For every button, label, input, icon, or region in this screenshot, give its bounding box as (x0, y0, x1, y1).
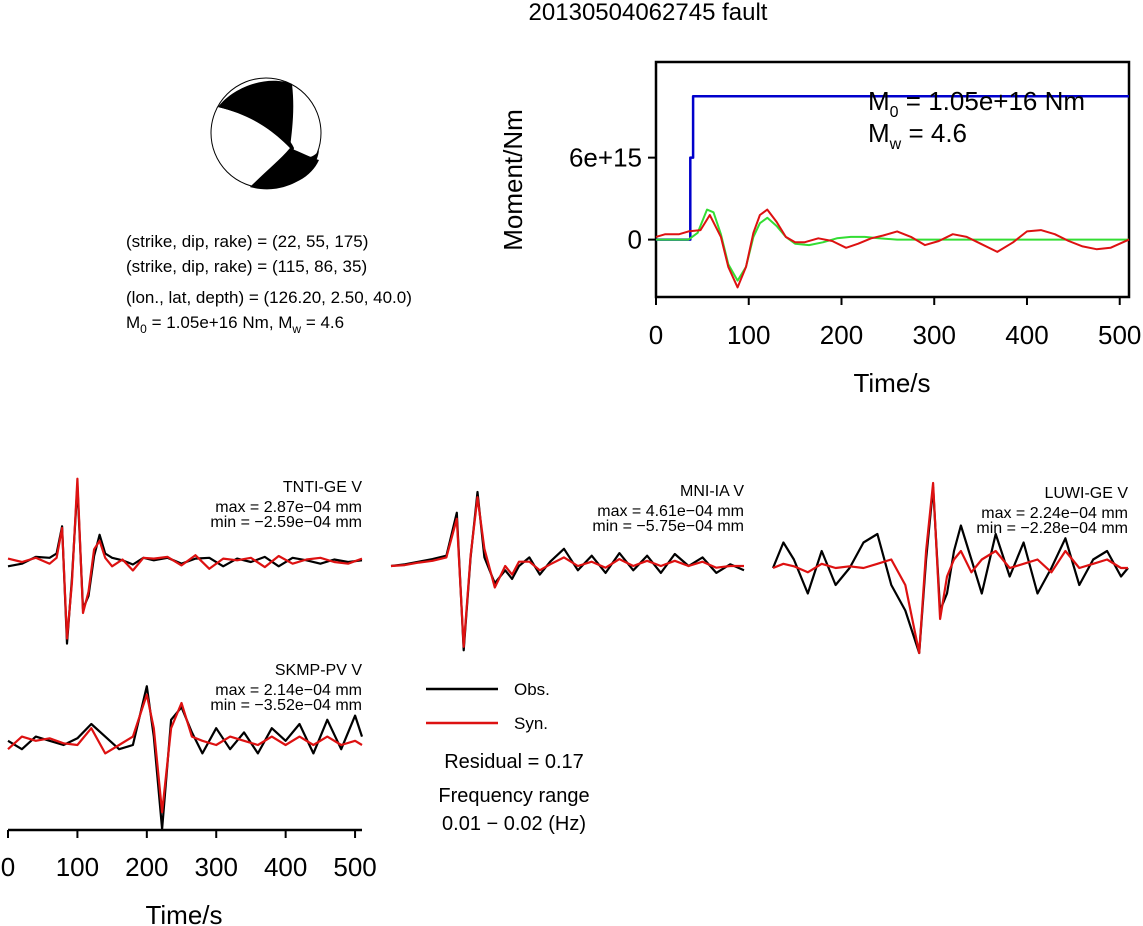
station-name: MNI-IA V (680, 483, 744, 500)
waveform-legend: Obs. Syn. Residual = 0.17 Frequency rang… (426, 680, 590, 835)
station-min: min = −3.52e−04 mm (210, 697, 362, 714)
waveform-x-tick-label: 0 (1, 852, 15, 882)
station-min: min = −5.75e−04 mm (592, 518, 744, 535)
tnti-synthetic-trace (7, 477, 363, 640)
location-text: (lon., lat, depth) = (126.20, 2.50, 40.0… (126, 288, 412, 307)
moment-x-tick-label: 500 (1098, 320, 1141, 350)
legend-syn-label: Syn. (514, 714, 548, 733)
moment-axes: 0 100 200 300 400 500 0 6e+15 (569, 143, 1141, 350)
station-min: min = −2.59e−04 mm (210, 514, 362, 531)
legend-obs-label: Obs. (514, 680, 550, 699)
moment-x-tick-label: 0 (649, 320, 663, 350)
skmp-synthetic-trace (7, 693, 363, 814)
moment-y-axis-label: Moment/Nm (498, 109, 528, 251)
moment-x-tick-label: 100 (727, 320, 770, 350)
moment-magnitude-text: M0 = 1.05e+16 Nm, Mw = 4.6 (126, 313, 344, 336)
station-name: SKMP-PV V (275, 662, 362, 679)
moment-x-tick-label: 400 (1005, 320, 1048, 350)
station-max: max = 2.87e−04 mm (215, 499, 362, 516)
moment-synthetic-line (656, 208, 1129, 282)
luwi-observed-trace (771, 486, 1129, 655)
waveform-x-tick-label: 200 (125, 852, 168, 882)
station-max: max = 2.14e−04 mm (215, 682, 362, 699)
moment-y-tick-label: 0 (628, 225, 642, 255)
moment-series (655, 94, 1130, 289)
waveform-x-tick-label: 100 (56, 852, 99, 882)
moment-time-plot: Moment/Nm Time/s 0 100 200 300 400 50006e+15 … (498, 60, 1141, 398)
station-max: max = 2.24e−04 mm (981, 505, 1128, 522)
frequency-value: 0.01 − 0.02 (Hz) (442, 813, 586, 835)
station-name: TNTI-GE V (283, 479, 362, 496)
moment-plot-frame (654, 60, 1131, 299)
waveform-x-axis-label: Time/s (145, 900, 222, 926)
waveform-x-tick-label: 400 (264, 852, 307, 882)
moment-mw-annotation: Mw = 4.6 (868, 118, 967, 153)
waveform-time-axis: 0 100 200 300 400 500 (1, 828, 377, 882)
mni-synthetic-trace (390, 496, 744, 648)
luwi-synthetic-trace (772, 481, 1128, 655)
station-max: max = 4.61e−04 mm (597, 503, 744, 520)
moment-x-tick-label: 200 (820, 320, 863, 350)
moment-y-tick-label: 6e+15 (569, 143, 642, 173)
skmp-observed-trace (7, 685, 364, 831)
figure-title: 20130504062745 fault (529, 0, 768, 26)
plane-1-text: (strike, dip, rake) = (22, 55, 175) (126, 232, 368, 251)
moment-m0-annotation: M0 = 1.05e+16 Nm (868, 86, 1085, 121)
plane-2-text: (strike, dip, rake) = (115, 86, 35) (126, 257, 367, 276)
waveform-x-tick-label: 300 (195, 852, 238, 882)
moment-x-axis-label: Time/s (853, 368, 930, 398)
frequency-label: Frequency range (438, 785, 589, 807)
station-name: LUWI-GE V (1044, 485, 1128, 502)
focal-mechanism-beachball (210, 77, 322, 190)
waveform-x-tick-label: 500 (333, 852, 376, 882)
moment-observed-line (655, 208, 1130, 289)
station-min: min = −2.28e−04 mm (976, 520, 1128, 537)
moment-x-tick-label: 300 (913, 320, 956, 350)
mni-observed-trace (390, 490, 745, 652)
residual-text: Residual = 0.17 (444, 751, 584, 773)
